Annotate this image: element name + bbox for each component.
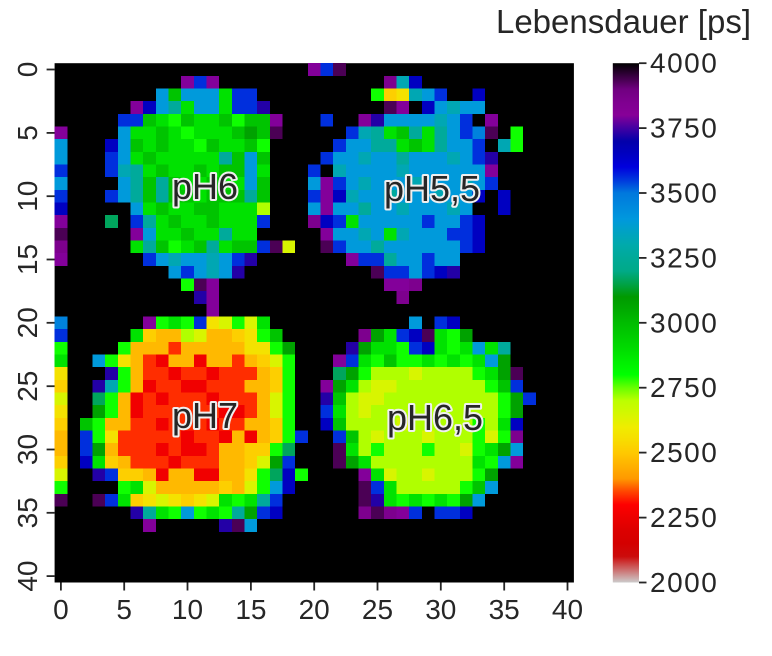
svg-text:20: 20 <box>299 594 330 625</box>
svg-text:35: 35 <box>489 594 520 625</box>
svg-text:pH7: pH7 <box>172 395 238 436</box>
svg-text:30: 30 <box>12 434 43 465</box>
svg-text:2750: 2750 <box>650 372 718 403</box>
svg-text:3500: 3500 <box>650 178 718 209</box>
svg-text:40: 40 <box>12 561 43 592</box>
svg-text:5: 5 <box>12 125 43 141</box>
svg-text:15: 15 <box>235 594 266 625</box>
svg-text:pH5,5: pH5,5 <box>384 168 480 209</box>
svg-text:0: 0 <box>12 62 43 78</box>
svg-text:pH6,5: pH6,5 <box>387 397 483 438</box>
svg-text:15: 15 <box>12 244 43 275</box>
svg-text:2250: 2250 <box>650 502 718 533</box>
svg-text:5: 5 <box>116 594 132 625</box>
svg-text:40: 40 <box>552 594 583 625</box>
svg-text:4000: 4000 <box>650 48 718 79</box>
svg-text:3250: 3250 <box>650 242 718 273</box>
svg-text:10: 10 <box>12 181 43 212</box>
svg-text:3000: 3000 <box>650 307 718 338</box>
svg-text:10: 10 <box>172 594 203 625</box>
svg-text:25: 25 <box>362 594 393 625</box>
svg-text:25: 25 <box>12 371 43 402</box>
svg-text:2000: 2000 <box>650 567 718 598</box>
svg-text:0: 0 <box>53 594 69 625</box>
svg-text:3750: 3750 <box>650 113 718 144</box>
svg-text:Lebensdauer [ps]: Lebensdauer [ps] <box>496 3 751 40</box>
svg-text:pH6: pH6 <box>172 166 238 207</box>
svg-text:30: 30 <box>425 594 456 625</box>
svg-text:35: 35 <box>12 497 43 528</box>
svg-text:20: 20 <box>12 307 43 338</box>
svg-text:2500: 2500 <box>650 437 718 468</box>
